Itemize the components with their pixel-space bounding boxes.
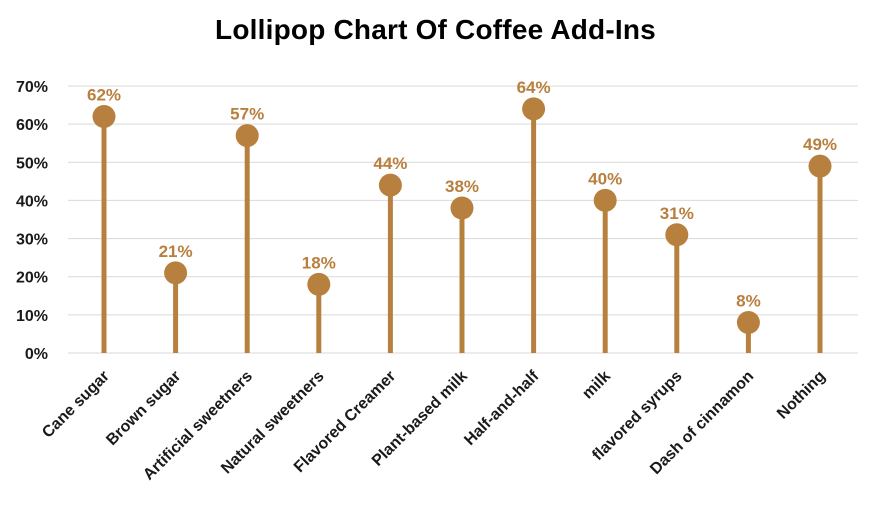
chart-title: Lollipop Chart Of Coffee Add-Ins (215, 14, 656, 45)
y-tick-label: 10% (16, 308, 48, 325)
lollipop-dot (736, 310, 760, 334)
lollipop-dot (593, 188, 617, 212)
lollipop-dot (450, 196, 474, 220)
x-category-label: Half-and-half (461, 367, 543, 449)
lollipop-dots (92, 97, 832, 334)
y-axis-tick-labels: 0% 10% 20% 30% 40% 50% 60% 70% (16, 79, 48, 363)
lollipop-dot (665, 223, 689, 247)
x-category-label: Brown sugar (103, 368, 184, 449)
y-tick-label: 0% (25, 346, 48, 363)
data-label: 64% (517, 78, 551, 97)
lollipop-dot (92, 105, 116, 129)
lollipop-dot (235, 124, 259, 148)
lollipop-stems (101, 108, 823, 353)
y-tick-label: 60% (16, 117, 48, 134)
y-tick-label: 50% (16, 155, 48, 172)
x-category-label: milk (579, 368, 614, 403)
lollipop-dot (307, 272, 331, 296)
lollipop-dot (164, 261, 188, 285)
data-label: 49% (803, 135, 837, 154)
y-tick-label: 40% (16, 193, 48, 210)
lollipop-dot (378, 173, 402, 197)
lollipop-dot (522, 97, 546, 121)
data-label: 31% (660, 204, 694, 223)
y-tick-label: 70% (16, 79, 48, 96)
data-label: 40% (588, 169, 622, 188)
x-category-label: Nothing (774, 368, 829, 423)
data-label: 44% (373, 154, 407, 173)
data-label: 8% (736, 291, 761, 310)
data-label: 62% (87, 86, 121, 105)
data-labels: 62% 21% 57% 18% 44% 38% 64% 40% 31% 8% 49% (87, 78, 837, 311)
x-category-label: Cane sugar (39, 368, 113, 442)
y-tick-label: 20% (16, 270, 48, 287)
data-label: 18% (302, 253, 336, 272)
data-label: 38% (445, 177, 479, 196)
y-tick-label: 30% (16, 232, 48, 249)
lollipop-dot (808, 154, 832, 178)
data-label: 21% (159, 242, 193, 261)
data-label: 57% (230, 105, 264, 124)
